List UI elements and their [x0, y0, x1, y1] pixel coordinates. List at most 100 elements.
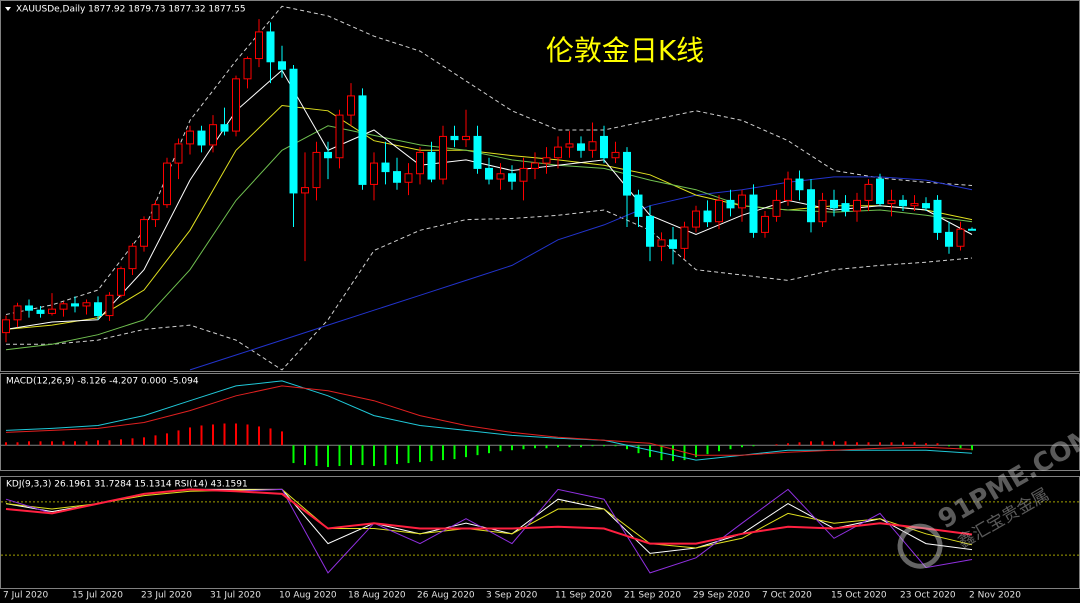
x-tick-label: 31 Jul 2020: [210, 591, 261, 601]
candle-body: [876, 178, 884, 205]
candle-body: [324, 151, 332, 159]
candle-body: [2, 319, 10, 334]
indicator-line: [5, 380, 973, 461]
candle-body: [140, 219, 148, 247]
x-tick-label: 10 Aug 2020: [279, 591, 337, 601]
candle-body: [887, 199, 896, 205]
indicator-line: [189, 176, 973, 371]
x-tick-label: 3 Sep 2020: [486, 591, 538, 601]
candle-body: [761, 215, 769, 233]
candle-body: [82, 302, 91, 307]
candle-body: [634, 194, 643, 217]
candle-body: [36, 309, 45, 314]
candle-body: [439, 135, 447, 180]
candle-body: [600, 135, 608, 159]
candle-body: [956, 228, 965, 247]
candle-body: [542, 157, 551, 164]
candle-body: [393, 171, 401, 183]
x-tick-label: 21 Sep 2020: [624, 591, 681, 601]
macd-title: MACD(12,26,9) -8.126 -4.207 0.000 -5.094: [6, 377, 199, 387]
candle-body: [922, 203, 930, 209]
candle-body: [232, 78, 240, 132]
candle-body: [508, 173, 516, 182]
candle-body: [427, 151, 436, 180]
candle-body: [945, 231, 953, 247]
candle-body: [519, 167, 528, 182]
candle-body: [968, 228, 976, 231]
candle-body: [818, 199, 827, 223]
candle-body: [358, 95, 367, 185]
candle-body: [186, 130, 194, 145]
candle-body: [772, 199, 781, 217]
candle-body: [692, 210, 700, 228]
candle-body: [531, 162, 539, 169]
candle-body: [404, 173, 413, 183]
candle-body: [577, 143, 585, 151]
candle-body: [680, 226, 689, 249]
x-tick-label: 23 Oct 2020: [900, 591, 956, 601]
candle-body: [71, 303, 79, 307]
candle-body: [807, 189, 815, 223]
x-tick-label: 23 Jul 2020: [141, 591, 192, 601]
candle-body: [462, 135, 470, 141]
candle-body: [13, 305, 22, 321]
candle-body: [197, 130, 206, 146]
candle-body: [163, 162, 171, 206]
candle-body: [657, 239, 666, 247]
candle-body: [94, 302, 102, 317]
candle-body: [485, 167, 493, 180]
candle-body: [703, 210, 712, 223]
candle-body: [312, 151, 321, 189]
x-tick-label: 26 Aug 2020: [417, 591, 475, 601]
candle-body: [117, 268, 125, 296]
candle-body: [416, 151, 424, 175]
candle-body: [381, 162, 390, 173]
candle-body: [899, 199, 907, 207]
candle-body: [266, 31, 275, 63]
candle-body: [726, 199, 735, 209]
candle-body: [795, 178, 804, 191]
x-tick-label: 29 Sep 2020: [693, 591, 750, 601]
candle-body: [749, 194, 758, 233]
candle-body: [48, 308, 56, 314]
candle-body: [738, 194, 746, 209]
candle-body: [289, 68, 298, 194]
candle-body: [243, 58, 252, 80]
candle-body: [151, 204, 160, 221]
candle-body: [554, 146, 562, 159]
candle-body: [864, 183, 873, 201]
indicator-line: [5, 385, 973, 456]
chart-annotation: 伦敦金日K线: [546, 34, 704, 67]
candle-body: [255, 31, 263, 60]
candle-body: [450, 135, 459, 141]
menu-triangle: [5, 7, 11, 11]
x-tick-label: 7 Oct 2020: [762, 591, 812, 601]
indicator-line: [6, 209, 973, 371]
x-tick-label: 15 Oct 2020: [831, 591, 887, 601]
candle-body: [669, 239, 677, 249]
candle-body: [128, 245, 137, 270]
candle-body: [830, 199, 838, 209]
x-tick-label: 15 Jul 2020: [72, 591, 123, 601]
candle-body: [105, 294, 114, 317]
x-tick-label: 2 Nov 2020: [969, 591, 1021, 601]
candle-body: [220, 124, 229, 132]
x-tick-label: 7 Jul 2020: [3, 591, 48, 601]
candle-body: [588, 141, 597, 151]
candle-body: [646, 215, 654, 247]
x-tick-label: 18 Aug 2020: [348, 591, 406, 601]
candle-body: [784, 178, 792, 201]
candle-body: [209, 124, 217, 146]
pane: [2, 5, 976, 371]
pane: [1, 380, 1079, 468]
chart-title: XAUUSDe,Daily 1877.92 1879.73 1877.32 18…: [16, 5, 246, 15]
candle-body: [278, 61, 286, 70]
candle-body: [933, 199, 942, 233]
candle-body: [715, 199, 723, 223]
candle-body: [301, 187, 309, 194]
candle-body: [347, 95, 355, 116]
candle-body: [841, 203, 850, 212]
candle-body: [611, 151, 620, 159]
